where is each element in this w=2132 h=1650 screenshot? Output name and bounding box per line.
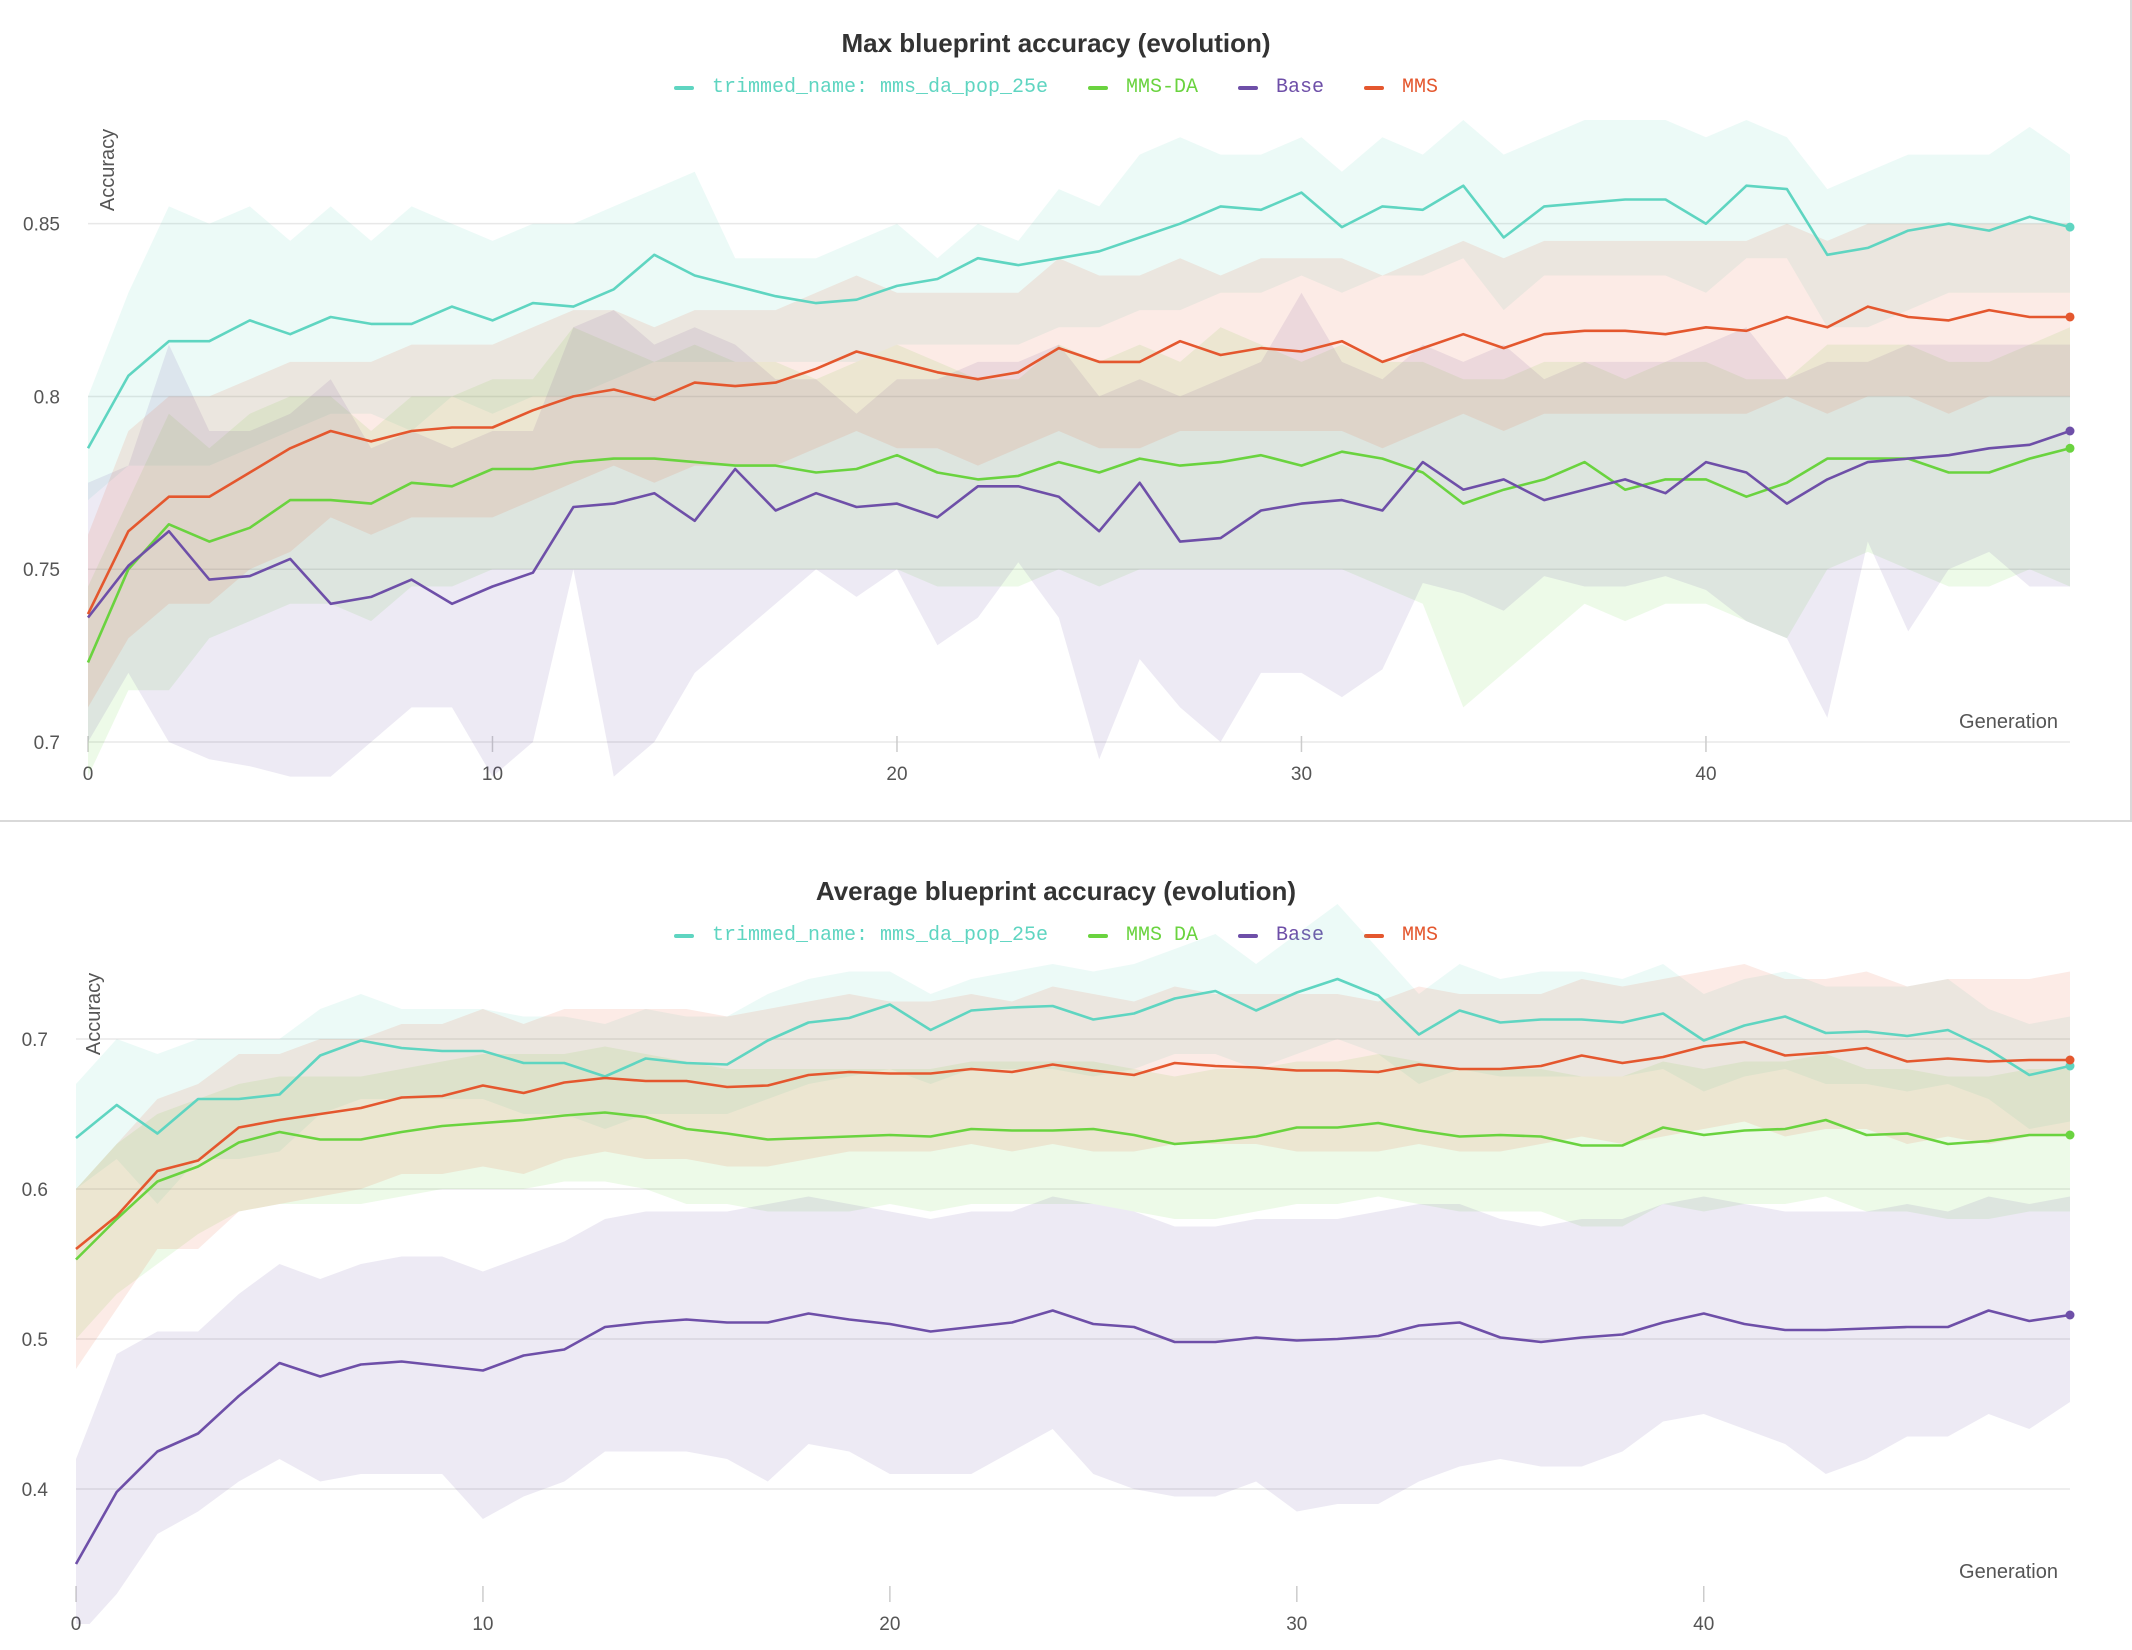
band-mms-da [76,1046,2070,1339]
series-end-marker-mms-da [2065,443,2075,453]
chart-legend: trimmed_name: mms_da_pop_25e MMS DA Base… [0,924,2112,947]
x-tick-label: 40 [1693,1614,1714,1635]
y-tick-label: 0.5 [22,1330,48,1351]
x-tick-label: 10 [472,1614,493,1635]
series-end-marker-mms-da [2065,1130,2075,1140]
series-line-base [86,429,2071,619]
legend-swatch-base [1238,85,1259,90]
series-line-mms-da [75,1111,2070,1261]
x-tick-label: 10 [482,764,503,785]
legend-item-base[interactable]: Base [1238,924,1324,947]
x-tick-label: 0 [83,764,94,785]
y-tick-label: 0.4 [22,1480,49,1501]
x-tick-label: 30 [1291,764,1312,785]
y-tick-label: 0.7 [34,733,60,754]
y-axis-title: Accuracy [97,129,119,211]
x-tick-label: 40 [1695,764,1716,785]
y-tick-label: 0.6 [22,1180,48,1201]
legend-label: trimmed_name: mms_da_pop_25e [711,924,1048,947]
series-line-mms [75,1040,2070,1251]
legend-label: MMS DA [1126,924,1199,947]
band-mms-da [88,327,2070,777]
x-tick-label: 30 [1286,1614,1307,1635]
legend-swatch-mms-da [1088,85,1108,90]
legend-label: MMS-DA [1126,76,1199,99]
x-axis-title: Generation [1959,711,2058,733]
y-tick-label: 0.75 [23,560,60,581]
legend-item-base[interactable]: Base [1238,76,1324,99]
legend-item-mms-da-pop-25e[interactable]: trimmed_name: mms_da_pop_25e [673,924,1048,947]
chart-panel-max-accuracy: Max blueprint accuracy (evolution) trimm… [0,0,2132,822]
x-tick-label: 20 [879,1614,900,1635]
x-tick-label: 0 [71,1614,82,1635]
series-line-trimmed-name-mms-da-pop-25e [86,184,2071,449]
series-line-trimmed-name-mms-da-pop-25e [75,977,2071,1140]
chart-title: Max blueprint accuracy (evolution) [841,28,1271,58]
legend-label: Base [1276,924,1325,947]
legend-swatch-mms-da-pop-25e [673,85,694,90]
legend-item-mms-da[interactable]: MMS-DA [1088,76,1198,99]
series-layer [86,120,2071,777]
chart-panel-average-accuracy: Average blueprint accuracy (evolution) t… [0,824,2132,1650]
legend-label: MMS [1402,76,1439,99]
band-trimmed-name-mms-da-pop-25e [76,904,2070,1204]
legend-swatch-mms-da [1088,933,1108,938]
x-axis-title: Generation [1959,1561,2058,1583]
series-line-mms [86,305,2070,615]
series-end-marker-mms [2065,312,2075,322]
series-line-mms-da [86,447,2071,664]
legend-item-mms-da[interactable]: MMS DA [1088,924,1198,947]
y-tick-label: 0.7 [22,1030,48,1051]
y-axis-title: Accuracy [83,973,105,1055]
legend-item-mms[interactable]: MMS [1364,924,1438,947]
legend-label: trimmed_name: mms_da_pop_25e [711,76,1048,99]
series-line-base [74,1309,2071,1565]
series-layer [74,904,2071,1624]
series-end-marker-mms [2065,1055,2075,1065]
legend-label: MMS [1402,924,1439,947]
band-base [88,292,2070,777]
band-mms [88,223,2070,708]
x-tick-label: 20 [886,764,907,785]
legend-swatch-mms [1364,85,1385,90]
chart-plot-area[interactable]: 0.4 0.5 0.6 0.7 0 10 20 30 40 Accuracy Generation [0,824,2132,1650]
y-tick-label: 0.8 [34,387,60,408]
band-trimmed-name-mms-da-pop-25e [88,120,2070,501]
legend-label: Base [1276,76,1325,99]
chart-plot-area[interactable]: 0.7 0.75 0.8 0.85 0 10 20 30 40 Accuracy Generatio… [0,0,2132,820]
legend-item-mms[interactable]: MMS [1364,76,1438,99]
series-end-marker-base [2065,1310,2075,1320]
series-end-marker-trimmed-name-mms-da-pop-25e [2065,222,2075,232]
y-tick-label: 0.85 [23,215,60,236]
legend-swatch-base [1238,933,1259,938]
legend-swatch-mms [1364,933,1385,938]
band-base [76,1196,2070,1624]
chart-legend: trimmed_name: mms_da_pop_25e MMS-DA Base… [0,76,2112,99]
legend-swatch-mms-da-pop-25e [673,933,694,938]
series-end-marker-base [2065,426,2075,436]
legend-item-mms-da-pop-25e[interactable]: trimmed_name: mms_da_pop_25e [673,76,1048,99]
chart-title: Average blueprint accuracy (evolution) [815,876,1297,906]
